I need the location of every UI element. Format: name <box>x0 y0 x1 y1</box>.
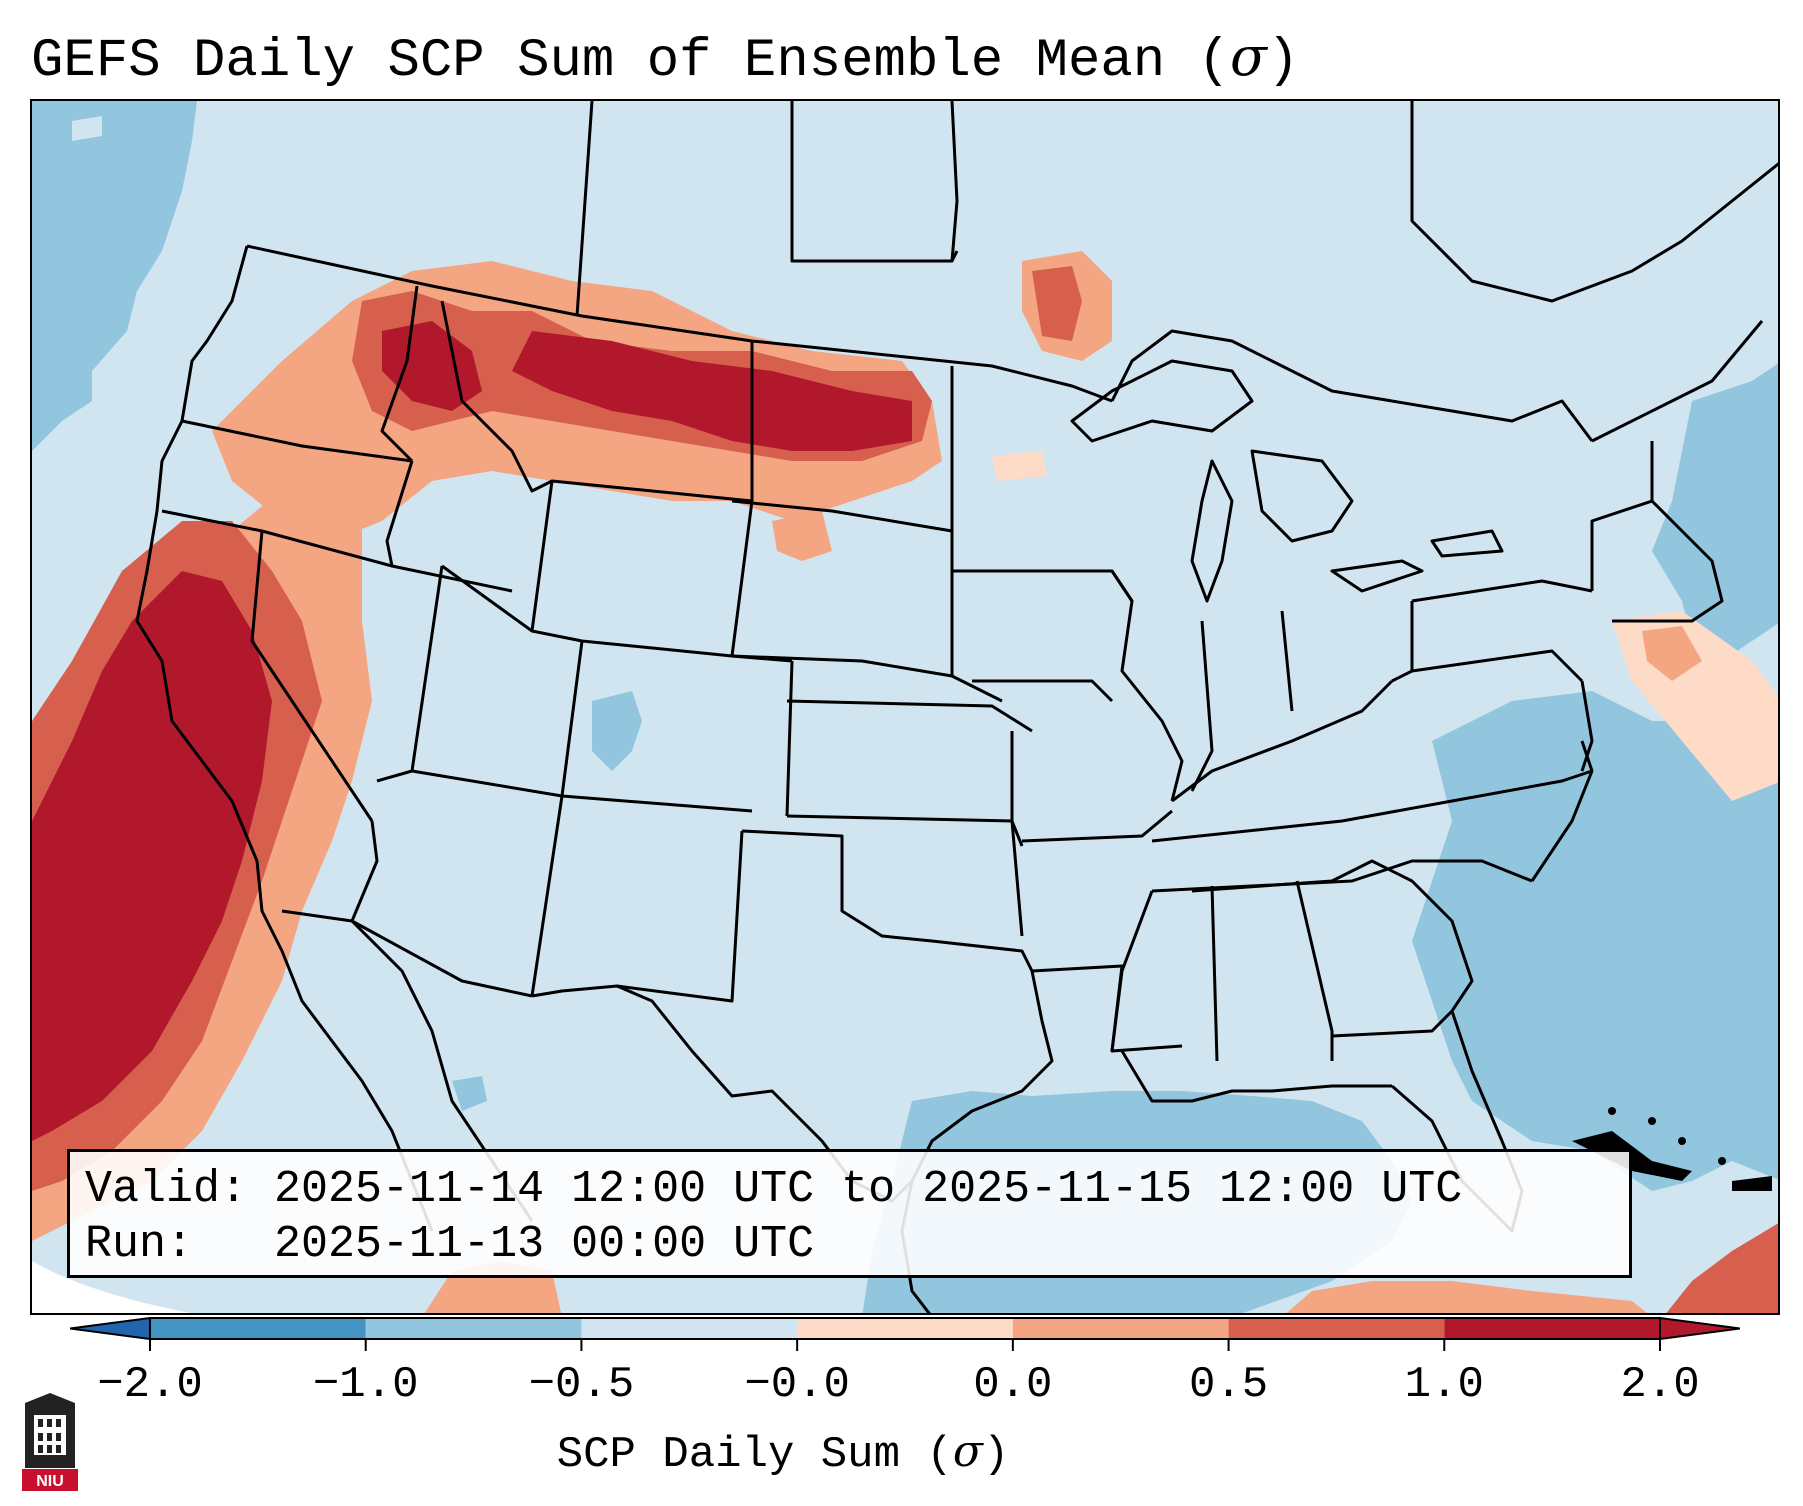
idaho-strong-positive-region <box>382 321 482 411</box>
colorado-negative-patch <box>592 691 642 771</box>
lake-huron-michigan <box>1250 449 1354 543</box>
colorbar-title: SCP Daily Sum (σ) <box>556 1426 1010 1480</box>
missouri-arkansas-border <box>1021 809 1173 843</box>
colorbar-tick-label: −0.0 <box>744 1360 850 1410</box>
delmarva <box>1580 680 1594 772</box>
niu-logo: NIU <box>22 1393 78 1491</box>
alabama-georgia-border <box>1295 880 1334 1061</box>
colorbar-extend-low <box>70 1316 151 1341</box>
colorbar-segment <box>581 1318 798 1339</box>
bahamas-island-4 <box>1718 1157 1726 1165</box>
colorbar-segment <box>150 1318 366 1339</box>
bahamas-island-3 <box>1678 1137 1686 1145</box>
illinois-indiana-border <box>1190 620 1214 792</box>
mississippi-river <box>1110 890 1154 1052</box>
dakotas-slight-positive-patch <box>992 451 1047 481</box>
bahamas-island-1 <box>1608 1107 1616 1115</box>
colorbar-tick-label: 1.0 <box>1404 1360 1484 1410</box>
texas-oklahoma-border <box>741 829 1034 972</box>
pennsylvania-newyork-border <box>1411 579 1593 603</box>
scp-map <box>32 101 1778 1313</box>
pacific-negative-region <box>32 101 197 451</box>
colorbar-tick-label: −2.0 <box>97 1360 203 1410</box>
colorbar-tick-label: −0.5 <box>528 1360 635 1410</box>
atlantic-negative-region <box>1412 691 1778 1191</box>
oregon-idaho-border <box>385 460 513 593</box>
lake-erie <box>1330 559 1424 593</box>
pacific-coastline <box>135 245 334 1042</box>
run-time-line: Run: 2025-11-13 00:00 UTC <box>85 1219 815 1270</box>
quebec-border <box>1391 399 1594 442</box>
st-lawrence-border <box>1591 320 1764 443</box>
ontario-shoreline <box>1110 329 1393 403</box>
bahamas-island-2 <box>1648 1117 1656 1125</box>
saskatchewan-border <box>790 101 959 263</box>
idaho-montana-border <box>440 300 753 503</box>
colorbar-tick-label: −1.0 <box>312 1360 419 1410</box>
colorbar-tick-label: 0.0 <box>973 1360 1053 1410</box>
montana-dakota-border <box>730 341 754 657</box>
valid-time-line: Valid: 2025-11-14 12:00 UTC to 2025-11-1… <box>85 1164 1463 1215</box>
washington-oregon-border <box>181 419 413 463</box>
missouri-kansas-oklahoma-border <box>1010 731 1024 937</box>
tennessee-south-border <box>1151 859 1533 893</box>
atlantic-northeast-negative-region <box>1652 363 1778 661</box>
arizona-newmexico-border <box>530 795 564 997</box>
new-england-outline <box>1590 499 1724 623</box>
tennessee-north-border <box>1151 769 1593 843</box>
colorbar-segment <box>797 1318 1013 1339</box>
california-strong-positive-region <box>32 571 272 1141</box>
dakota-nebraska-border <box>731 654 1003 703</box>
utah-colorado-border <box>560 640 584 797</box>
colorbar-tick-label: 2.0 <box>1620 1360 1700 1410</box>
caribbean-positive-region <box>1666 1223 1778 1313</box>
nebraska-kansas-border <box>786 699 1033 733</box>
north-south-dakota-border <box>731 499 953 533</box>
positive-anomaly-regions <box>32 101 1778 1313</box>
logo-text: NIU <box>36 1473 64 1490</box>
colorbar-tick-label: 0.5 <box>1188 1360 1269 1410</box>
colorbar-segment <box>1228 1318 1445 1339</box>
pennsylvania-south-border <box>1411 649 1584 683</box>
wyoming-weak-positive-patch <box>772 511 832 561</box>
negative-anomaly-regions <box>32 101 1778 1313</box>
iowa-missouri-border <box>972 679 1114 703</box>
colorbar-segment <box>1444 1318 1660 1339</box>
cuba-weak-positive-region <box>1286 1281 1647 1313</box>
manitoba-border <box>950 250 959 262</box>
hudson-bay-coast <box>1410 101 1778 303</box>
validity-info-box: Valid: 2025-11-14 12:00 UTC to 2025-11-1… <box>67 1149 1632 1278</box>
pacific-speck <box>72 116 102 141</box>
bc-alberta-border <box>575 101 594 317</box>
colorbar-outline <box>149 1317 1661 1340</box>
lake-superior <box>1070 359 1254 443</box>
cuba-island <box>1572 1131 1692 1181</box>
colorado-kansas-border <box>785 660 794 817</box>
illinois-west-border <box>1110 570 1184 802</box>
gulf-coast <box>1120 1050 1392 1103</box>
mississippi-alabama-border <box>1210 885 1219 1062</box>
projection-edge <box>32 1261 191 1313</box>
colorbar-segment <box>365 1318 582 1339</box>
colorbar <box>70 1316 1740 1351</box>
caribbean-islands <box>1572 1107 1772 1191</box>
hispaniola-island <box>1732 1176 1772 1191</box>
california-nevada-border <box>250 530 374 822</box>
washington-idaho-border <box>380 285 419 463</box>
atlantic-weak-positive-patch <box>1642 626 1702 681</box>
indiana-ohio-border <box>1280 610 1294 712</box>
logo-banner <box>22 1469 78 1491</box>
baja-negative-patch <box>452 1076 487 1111</box>
lake-ontario <box>1430 529 1504 558</box>
lake-michigan <box>1190 459 1234 603</box>
colorado-river <box>350 820 379 922</box>
canada-neutral-patch <box>882 101 932 221</box>
map-panel <box>30 99 1780 1315</box>
colorbar-extend-high <box>1659 1316 1740 1341</box>
figure-title: GEFS Daily SCP Sum of Ensemble Mean (σ) <box>31 25 1300 92</box>
colorbar-segment <box>1012 1318 1229 1339</box>
montana-strong-positive-region <box>512 331 912 451</box>
us-mexico-border-west <box>281 909 533 998</box>
manitoba-positive-region <box>1032 266 1082 341</box>
